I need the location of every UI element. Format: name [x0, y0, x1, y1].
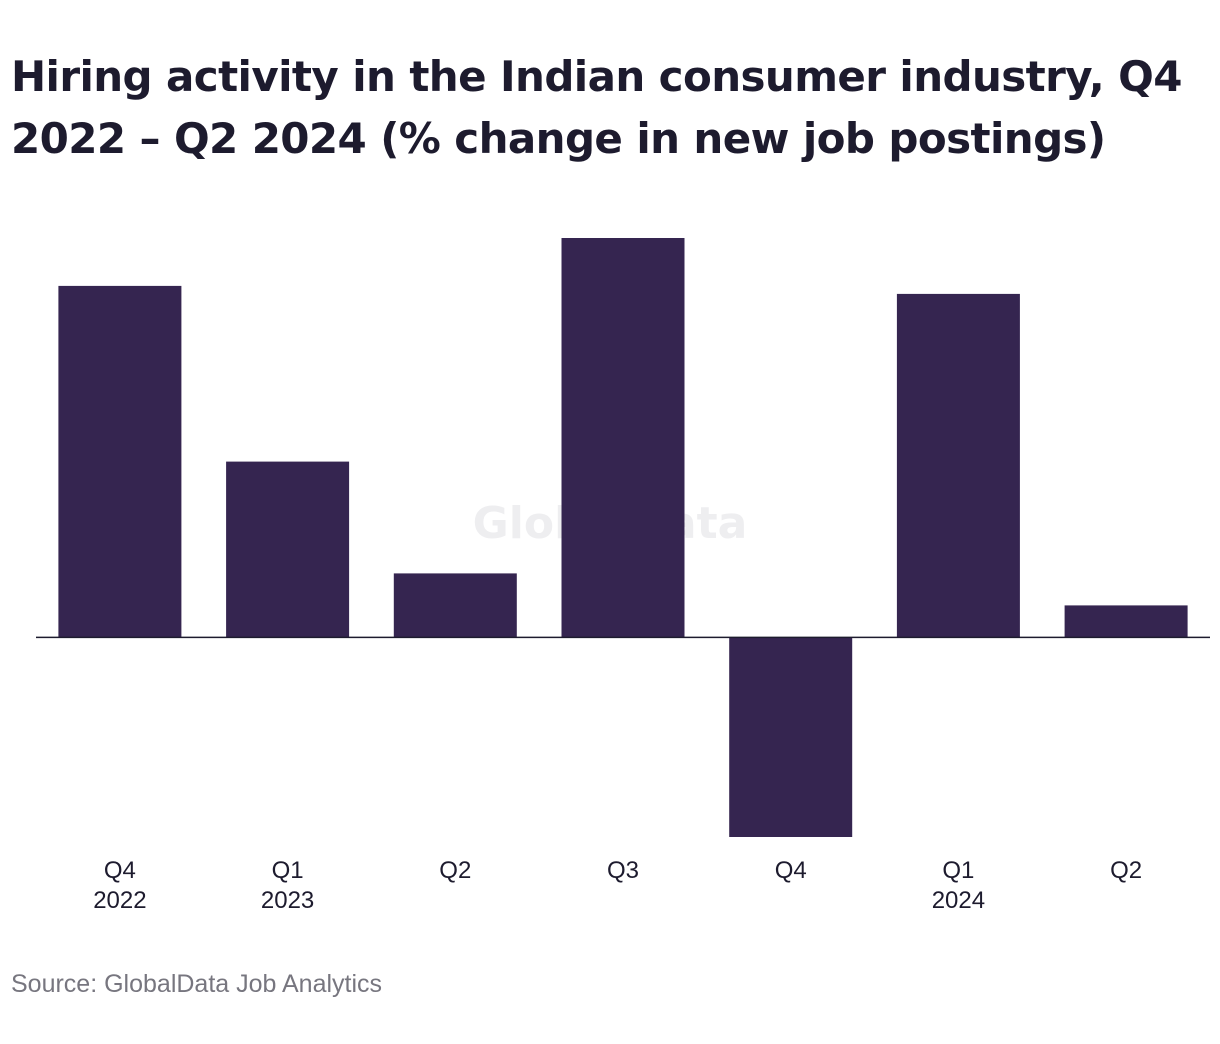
bar-2 [226, 461, 350, 638]
source-note: Source: GlobalData Job Analytics [11, 970, 383, 998]
x-tick-label-4: Q3 [607, 857, 639, 884]
bar-5 [729, 637, 853, 837]
x-tick-label-5: Q4 [775, 857, 807, 884]
x-tick-label-6: Q1 [942, 857, 974, 884]
bar-1 [58, 285, 182, 638]
x-tick-year-label-6: 2024 [932, 887, 985, 914]
x-tick-label-2: Q1 [272, 857, 304, 884]
x-tick-label-1: Q4 [104, 857, 136, 884]
bar-3 [393, 573, 517, 638]
x-tick-labels: Q4 2022 Q1 2023 Q2 Q3 Q4 Q1 2024 Q2 [93, 857, 1142, 914]
x-tick-year-label-1: 2022 [93, 887, 146, 914]
x-tick-label-3: Q2 [439, 857, 471, 884]
bar-4 [561, 238, 685, 638]
chart-title: Hiring activity in the Indian consumer i… [11, 52, 1182, 163]
x-tick-label-7: Q2 [1110, 857, 1142, 884]
x-tick-year-label-2: 2023 [261, 887, 314, 914]
bar-6 [896, 293, 1020, 638]
bars-group [58, 238, 1188, 837]
bar-7 [1064, 605, 1188, 638]
